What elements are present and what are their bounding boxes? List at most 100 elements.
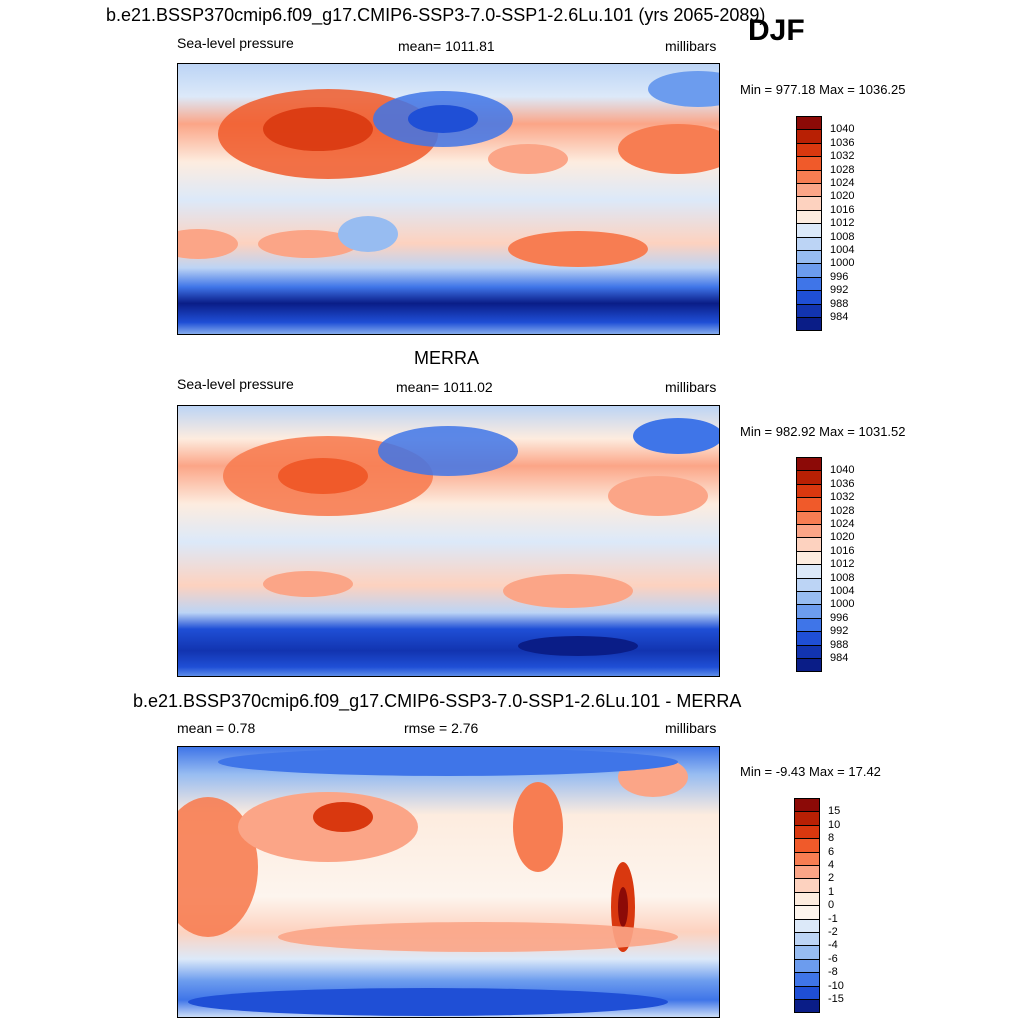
panel3-colorbar-tick: 4: [828, 859, 835, 871]
panel2-colorbar-box: [796, 631, 822, 646]
panel1-colorbar-box: [796, 276, 822, 292]
panel2-aleutian-low: [378, 426, 518, 476]
panel3-colorbar-tick: 0: [828, 899, 835, 912]
panel3-rockies-positive: [513, 782, 563, 872]
panel2-indian-high: [263, 571, 353, 597]
panel3-colorbar-box: [794, 932, 820, 947]
panel2-colorbar-box: [796, 577, 822, 592]
panel3-colorbar: 15 10 8 6 4 2 1 0 -1 -2 -4 -6 -8 -10 -15: [794, 798, 864, 1014]
panel3-colorbar-tick: 10: [828, 818, 841, 831]
panel2-colorbar-box: [796, 591, 822, 606]
panel1-colorbar-tick: 1012: [830, 217, 855, 230]
panel2-colorbar-tick: 1012: [830, 558, 855, 571]
panel1-colorbar-box: [796, 303, 822, 318]
season-label: DJF: [748, 14, 805, 47]
panel2-icelandic-low: [633, 418, 719, 454]
panel2-title: MERRA: [414, 348, 480, 368]
panel1-map: [177, 63, 720, 335]
panel3-colorbar-tick: -4: [828, 939, 838, 952]
panel2-mean-label: mean= 1011.02: [396, 379, 493, 395]
panel3-colorbar-box: [794, 905, 820, 920]
panel3-colorbar-tick: 2: [828, 872, 835, 885]
panel2-colorbar-box: [796, 510, 822, 525]
panel3-himalaya-positive: [313, 802, 373, 832]
panel2-colorbar-box: [796, 524, 822, 539]
panel2-colorbar-box: [796, 658, 822, 673]
panel2-colorbar-tick: 996: [830, 611, 849, 624]
panel3-colorbar-box: [794, 985, 820, 1000]
panel2-azores-high: [608, 476, 708, 516]
panel1-colorbar-tick: 1004: [830, 244, 855, 256]
panel3-rmse-label: rmse = 2.76: [404, 720, 479, 736]
panel3-units-label: millibars: [665, 720, 717, 736]
panel3-colorbar-tick: -10: [828, 979, 844, 992]
panel3-title: b.e21.BSSP370cmip6.f09_g17.CMIP6-SSP3-7.…: [133, 691, 742, 711]
panel2-colorbar-tick: 988: [830, 638, 849, 651]
panel1-colorbar-box: [796, 250, 822, 265]
panel3-colorbar-box: [794, 918, 820, 933]
panel1-title: b.e21.BSSP370cmip6.f09_g17.CMIP6-SSP3-7.…: [106, 5, 766, 25]
panel1-colorbar-box: [796, 116, 822, 131]
panel2-colorbar: 1040 1036 1032 1028 1024 1020 1016 1012 1008 1004…: [796, 457, 866, 673]
panel2-units-label: millibars: [665, 379, 717, 395]
panel2-colorbar-tick: 1020: [830, 531, 855, 544]
panel2-colorbar-box: [796, 483, 822, 499]
panel3-colorbar-box: [794, 945, 820, 960]
panel3-colorbar-tick: 15: [828, 805, 841, 818]
panel1-colorbar-tick: 1000: [830, 257, 855, 270]
panel2-colorbar-tick: 1032: [830, 491, 855, 504]
panel2-southern-low: [518, 636, 638, 656]
panel1-minmax-label: Min = 977.18 Max = 1036.25: [740, 82, 906, 97]
panel3-colorbar-tick: 6: [828, 845, 835, 858]
panel2-colorbar-box: [796, 457, 822, 472]
panel2-colorbar-tick: 992: [830, 625, 849, 638]
panel2-colorbar-tick: 1004: [830, 585, 855, 597]
panel1-colorbar-box: [796, 142, 822, 158]
panel1-australia-low: [338, 216, 398, 252]
panel3-colorbar-box: [794, 824, 820, 840]
panel2-colorbar-box: [796, 604, 822, 619]
panel2-colorbar-box: [796, 644, 822, 659]
panel3-andes-core: [618, 887, 628, 927]
panel1-south-pacific-high: [508, 231, 648, 267]
panel1-colorbar-box: [796, 317, 822, 332]
panel2-map: [177, 405, 720, 677]
panel2-colorbar-tick: 1028: [830, 504, 855, 517]
panel1-colorbar-box: [796, 290, 822, 305]
panel1-atlantic-high: [178, 229, 238, 259]
panel1-colorbar-box: [796, 156, 822, 171]
panel1-colorbar-tick: 1020: [830, 190, 855, 203]
panel2-colorbar-box: [796, 617, 822, 633]
panel2-colorbar-tick: 1040: [830, 464, 855, 477]
panel1-colorbar-box: [796, 236, 822, 251]
panel1-colorbar-tick: 1016: [830, 203, 855, 216]
panel2-siberian-core: [278, 458, 368, 494]
panel1-na-high: [488, 144, 568, 174]
panel1-colorbar-tick: 1024: [830, 177, 855, 189]
panel1-indian-high: [258, 230, 358, 258]
panel3-colorbar-tick: 1: [828, 885, 835, 898]
panel2-colorbar-box: [796, 564, 822, 579]
panel2-colorbar-box: [796, 470, 822, 485]
panel1-colorbar-box: [796, 196, 822, 211]
panel1-colorbar-tick: 992: [830, 284, 849, 297]
panel3-colorbar-tick: -2: [828, 926, 838, 938]
panel3-colorbar-tick: -8: [828, 966, 838, 979]
panel1-colorbar-box: [796, 263, 822, 278]
panel1-colorbar-box: [796, 183, 822, 198]
panel1-variable-label: Sea-level pressure: [177, 35, 294, 51]
panel3-colorbar-tick: -15: [828, 993, 844, 1005]
panel2-colorbar-box: [796, 550, 822, 566]
panel3-arctic-negative: [218, 748, 678, 776]
panel1-colorbar-tick: 984: [830, 311, 849, 323]
panel3-mean-label: mean = 0.78: [177, 720, 256, 736]
panel3-colorbar-box: [794, 851, 820, 866]
panel1-colorbar-box: [796, 223, 822, 238]
panel2-colorbar-tick: 1024: [830, 518, 855, 530]
panel1-colorbar-tick: 1040: [830, 123, 855, 136]
panel3-colorbar-box: [794, 999, 820, 1014]
panel3-minmax-label: Min = -9.43 Max = 17.42: [740, 764, 881, 779]
panel3-colorbar-box: [794, 811, 820, 826]
panel2-variable-label: Sea-level pressure: [177, 376, 294, 392]
panel3-colorbar-box: [794, 865, 820, 880]
